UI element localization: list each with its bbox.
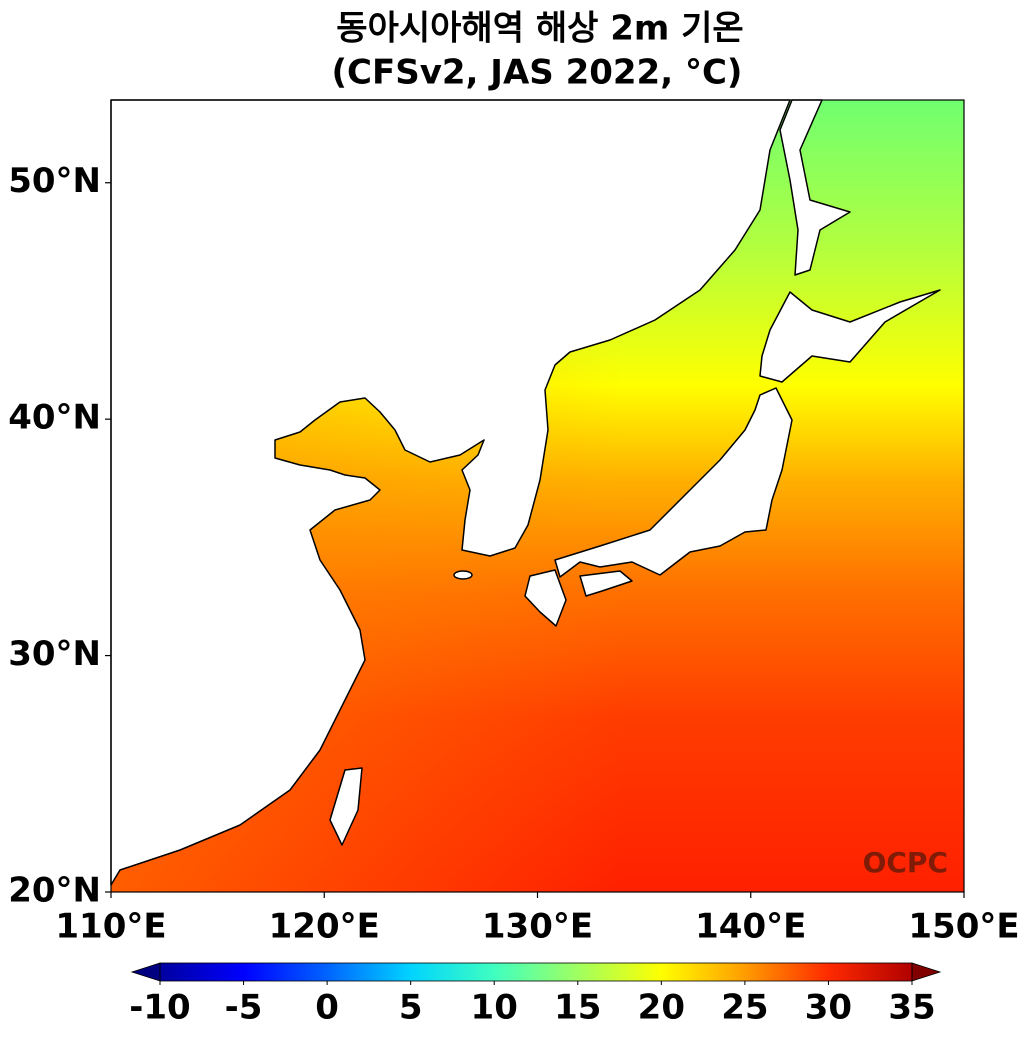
map-area: [110, 99, 965, 893]
colorbar-segment: [160, 963, 245, 981]
colorbar-tick-label: 25: [721, 988, 768, 1028]
colorbar-tick-label: 15: [554, 988, 601, 1028]
colorbar-segment: [327, 963, 412, 981]
land-mainland: [110, 99, 791, 886]
colorbar-segment: [744, 963, 829, 981]
x-tick-label: 130°E: [482, 907, 593, 947]
chart-title: 동아시아해역 해상 2m 기온: [336, 9, 743, 49]
colorbar-segment: [494, 963, 579, 981]
x-tick-label: 110°E: [55, 907, 166, 947]
colorbar-segment: [828, 963, 913, 981]
land-kyushu: [524, 569, 567, 627]
colorbar-tick-label: 30: [805, 988, 852, 1028]
land-taiwan: [329, 767, 363, 846]
land-hokkaido: [759, 289, 941, 383]
x-tick-label: 150°E: [908, 907, 1019, 947]
colorbar-tick-label: 10: [471, 988, 518, 1028]
land-jeju: [453, 570, 473, 580]
y-tick-label: 30°N: [8, 634, 101, 674]
watermark: OCPC: [863, 846, 948, 879]
colorbar-segment: [243, 963, 328, 981]
colorbar-segment: [661, 963, 746, 981]
colorbar-tick-label: 20: [638, 988, 685, 1028]
colorbar-tick-label: -10: [129, 988, 190, 1028]
land-honshu: [554, 387, 793, 578]
colorbar: -10 -5 0 5 10 15 20 25 30 35: [129, 962, 942, 1028]
x-tick-label: 120°E: [269, 907, 380, 947]
colorbar-tick-label: 0: [315, 988, 339, 1028]
colorbar-frame: [159, 962, 913, 982]
y-tick-label: 20°N: [8, 871, 101, 911]
land-shikoku: [579, 570, 633, 597]
colorbar-tick-label: -5: [225, 988, 263, 1028]
chart-subtitle: (CFSv2, JAS 2022, °C): [332, 53, 743, 93]
axes: 110°E 120°E 130°E 140°E 150°E 20°N 30°N 40°N 50°…: [8, 161, 1019, 946]
colorbar-tick-label: 35: [888, 988, 935, 1028]
colorbar-segment: [410, 963, 495, 981]
land-sakhalin: [779, 99, 851, 276]
colorbar-under: [130, 962, 161, 982]
colorbar-tick-label: 5: [399, 988, 423, 1028]
y-tick-label: 40°N: [8, 398, 101, 438]
colorbar-segment: [577, 963, 662, 981]
y-tick-label: 50°N: [8, 161, 101, 201]
colorbar-over: [911, 962, 942, 982]
x-tick-label: 140°E: [695, 907, 806, 947]
